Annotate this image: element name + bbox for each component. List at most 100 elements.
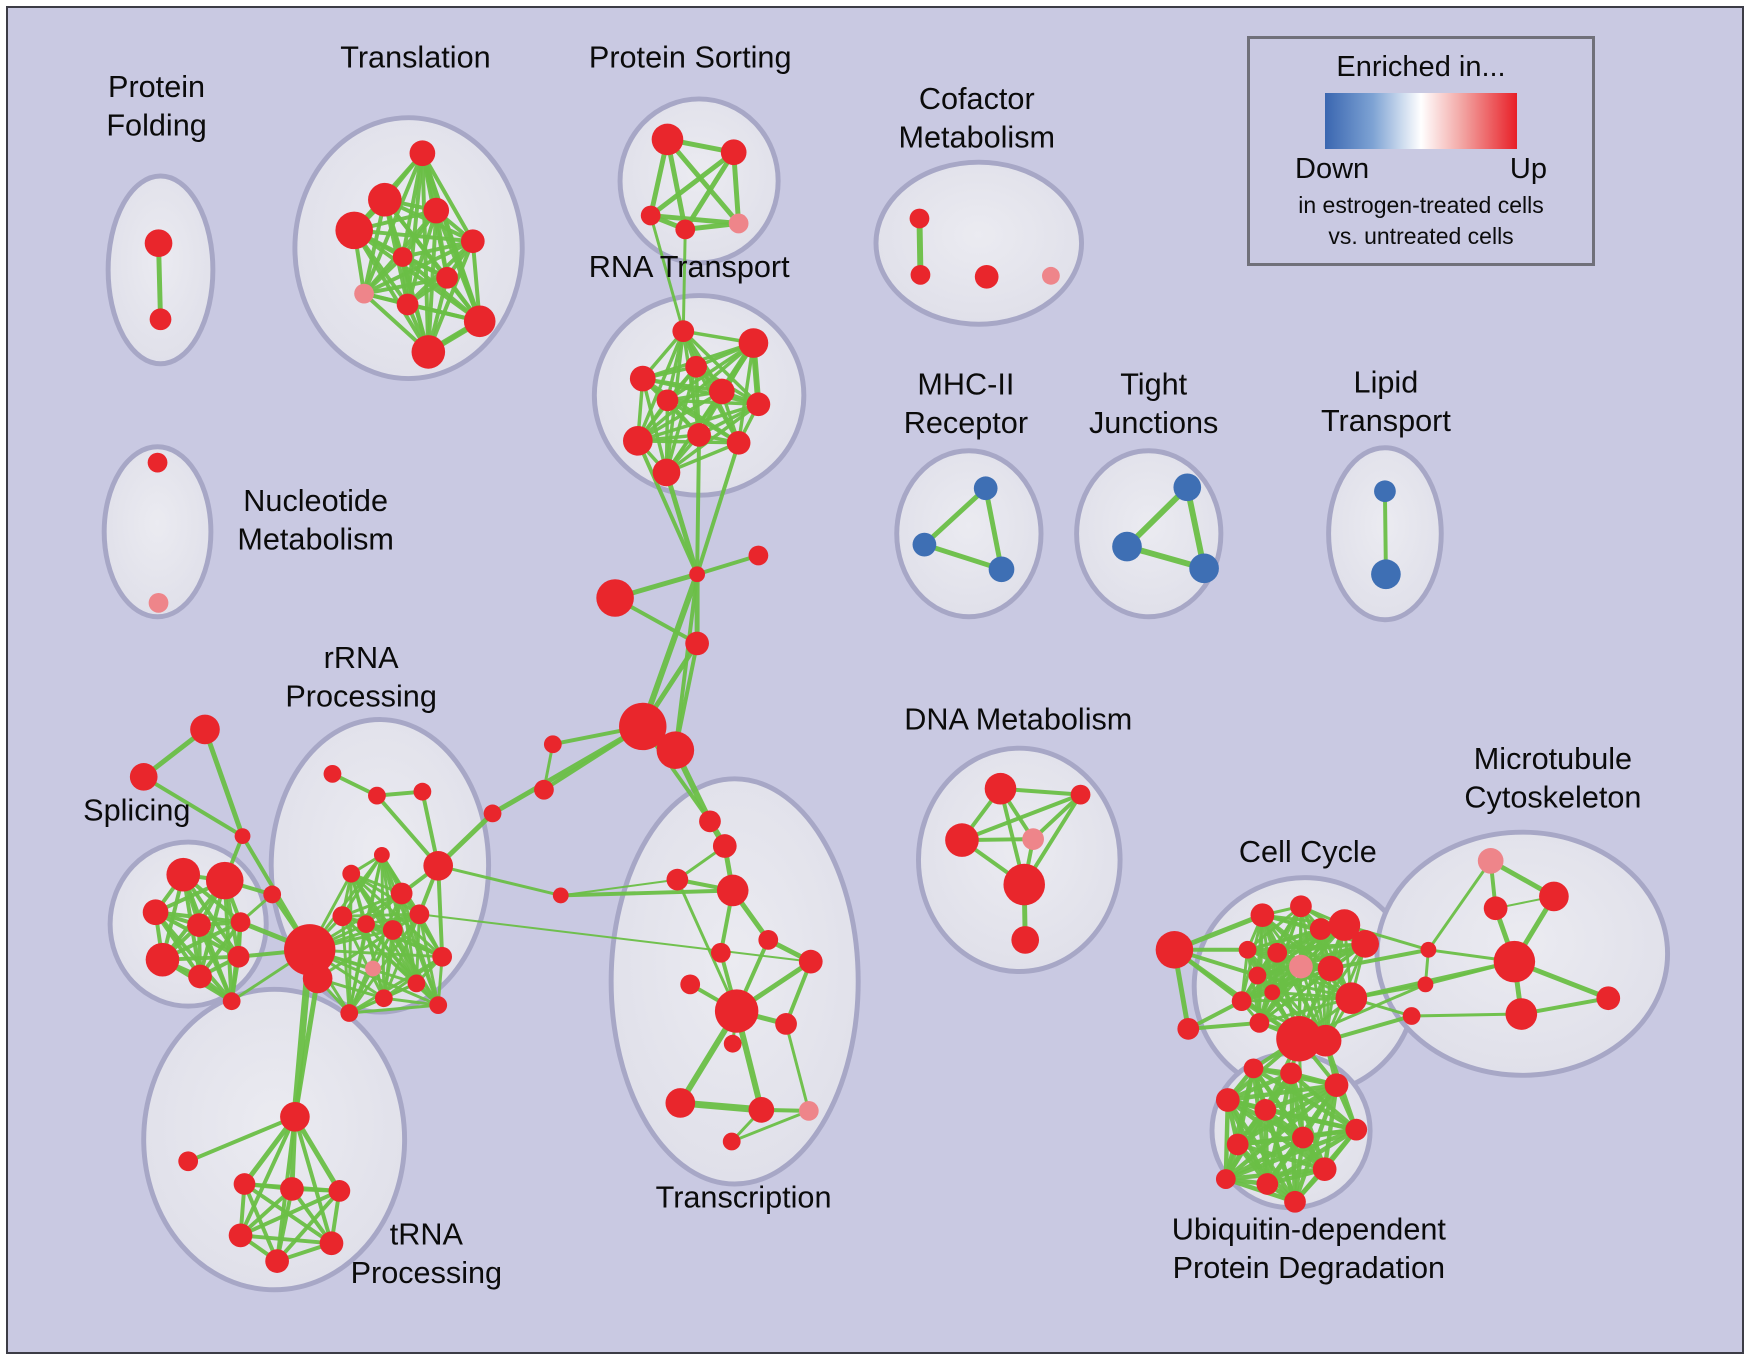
node-t6	[436, 266, 458, 289]
edge-r0-r7	[636, 329, 686, 443]
node-t1	[368, 182, 402, 217]
node-tj2	[1189, 553, 1219, 584]
node-n1	[148, 593, 169, 613]
edge-m0-m1	[921, 485, 989, 548]
node-p0	[323, 764, 342, 783]
cluster-label-mhc-ii-receptor: MHC-II Receptor	[904, 367, 1028, 440]
node-x7	[798, 949, 823, 974]
edge-s0-s4	[665, 136, 742, 226]
node-r1	[738, 328, 769, 358]
node-e1	[534, 779, 554, 800]
node-x1	[712, 834, 737, 858]
edge-t0-t9	[419, 150, 483, 324]
node-cc12	[1335, 982, 1368, 1015]
edge-r0-s3	[681, 227, 687, 333]
node-u5	[1345, 1118, 1368, 1141]
node-x0	[699, 810, 721, 833]
node-sp1	[205, 861, 244, 900]
node-mt6	[1420, 941, 1437, 958]
cluster-label-trna-processing: tRNA Processing	[351, 1217, 503, 1290]
node-cc11	[1317, 955, 1344, 982]
edge-p6-p15	[400, 891, 440, 1007]
node-cc13	[1231, 991, 1252, 1012]
edge-t4-t5	[400, 239, 475, 260]
edge-p8-p16	[347, 922, 368, 1015]
node-k0	[263, 885, 282, 904]
edge-t6-t7	[362, 275, 450, 296]
edge-p14-p15	[382, 996, 440, 1007]
node-cc2	[1250, 903, 1275, 928]
edge-mt3-cc12	[1349, 959, 1517, 1001]
node-cc6	[1351, 930, 1379, 958]
cluster-label-splicing: Splicing	[83, 793, 190, 827]
node-r2	[685, 355, 707, 378]
edge-r1-r5	[665, 341, 756, 403]
edge-u7-u8	[1223, 1135, 1306, 1182]
node-t9	[463, 305, 496, 338]
node-u2	[1324, 1073, 1349, 1098]
node-s3	[675, 219, 696, 240]
network-svg: Protein Folding Translation Protein Sorting…	[83, 40, 1671, 1293]
node-p4	[342, 864, 361, 883]
node-j3	[685, 631, 709, 656]
node-r4	[708, 378, 735, 405]
node-d5	[1011, 926, 1040, 954]
cluster-labels: Protein Folding Translation Protein Sorting…	[83, 40, 1641, 1290]
edge-cc3-cc7	[1246, 904, 1303, 952]
edge-s1-s3	[682, 149, 737, 232]
cluster-label-lipid-transport: Lipid Transport	[1321, 365, 1451, 438]
edge-p5-p12	[436, 863, 445, 959]
node-mt8	[1402, 1007, 1421, 1025]
legend-axis-labels: Down Up	[1295, 153, 1547, 186]
legend-subtitle-line1: in estrogen-treated cells	[1298, 192, 1544, 218]
node-x12	[748, 1097, 775, 1123]
node-tri2	[234, 828, 251, 845]
node-t7	[354, 283, 374, 304]
node-mt1	[1539, 881, 1569, 912]
node-t2	[423, 197, 450, 224]
node-cc1	[1177, 1017, 1200, 1040]
node-j1	[748, 545, 769, 566]
node-q2	[233, 1173, 256, 1195]
node-mt2	[1483, 896, 1508, 921]
edge-mt6-cc11	[1328, 947, 1431, 971]
node-q3	[280, 1177, 304, 1201]
node-q4	[328, 1180, 351, 1202]
node-u3	[1215, 1088, 1240, 1112]
edge-cc12-cc15	[1257, 996, 1353, 1025]
edge-r3-r10	[641, 376, 669, 475]
node-cc3	[1290, 895, 1312, 918]
node-p11	[365, 960, 381, 977]
edge-tri0-tri2	[202, 726, 245, 839]
node-c2	[974, 264, 999, 289]
node-u11	[1284, 1190, 1306, 1213]
node-u0	[1243, 1058, 1264, 1079]
node-s2	[640, 205, 661, 226]
node-x10	[723, 1034, 742, 1053]
node-e0	[543, 735, 562, 754]
edge-m1-m2	[921, 542, 1004, 572]
edge-r8-j0	[695, 432, 702, 577]
node-t5	[392, 247, 413, 267]
cluster-label-translation: Translation	[340, 40, 490, 74]
node-p9	[382, 920, 403, 940]
edge-p10-x7	[418, 913, 812, 963]
node-p10	[409, 904, 430, 925]
node-s0	[651, 123, 684, 156]
node-j0	[689, 566, 706, 583]
node-x9	[775, 1013, 797, 1035]
edge-u6-u10	[1235, 1142, 1327, 1172]
node-cc10	[1248, 966, 1267, 985]
node-e2	[552, 887, 569, 904]
node-r8	[687, 423, 711, 447]
node-x11	[665, 1088, 696, 1118]
legend-title: Enriched in...	[1336, 51, 1506, 83]
node-t0	[409, 140, 436, 167]
node-p5	[423, 850, 454, 881]
cluster-label-transcription: Transcription	[656, 1181, 832, 1215]
node-h3	[302, 963, 333, 994]
node-sp2	[142, 899, 169, 926]
node-tj0	[1173, 473, 1202, 502]
node-s4	[728, 213, 749, 234]
edge-u8-u10	[1223, 1166, 1327, 1182]
